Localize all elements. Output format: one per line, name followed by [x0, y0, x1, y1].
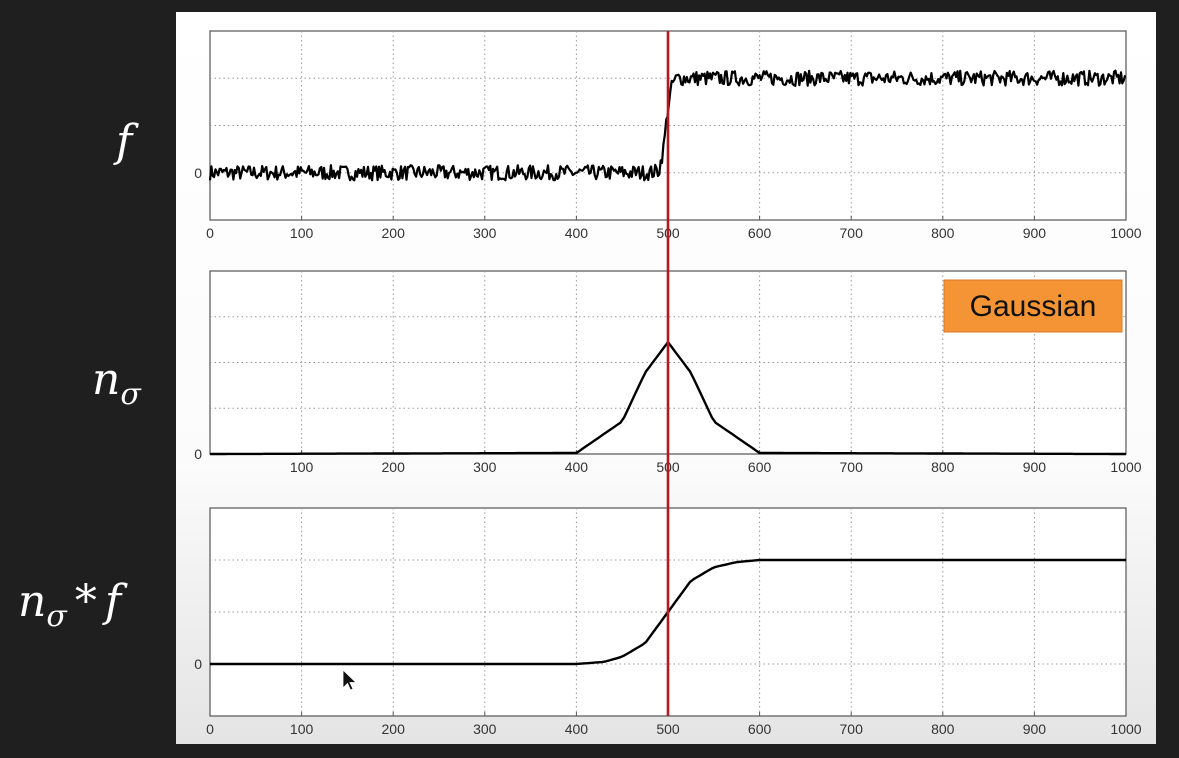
x-tick-label: 900 — [1023, 721, 1047, 737]
figure-svg: 0100200300400500600700800900100001002003… — [176, 12, 1156, 744]
x-tick-label: 400 — [565, 721, 589, 737]
figure-panel: 0100200300400500600700800900100001002003… — [176, 12, 1156, 744]
x-tick-label: 200 — [382, 225, 406, 241]
signal-label: f — [116, 116, 133, 167]
x-tick-label: 100 — [290, 459, 314, 475]
x-tick-label: 600 — [748, 459, 772, 475]
kernel-label: nσ — [92, 354, 141, 412]
y-tick-label: 0 — [194, 656, 202, 672]
x-tick-label: 800 — [931, 225, 955, 241]
x-tick-label: 400 — [565, 459, 589, 475]
x-tick-label: 400 — [565, 225, 589, 241]
x-tick-label: 900 — [1023, 225, 1047, 241]
x-tick-label: 500 — [656, 721, 680, 737]
convolution-label: nσ * f — [18, 576, 122, 634]
x-tick-label: 300 — [473, 721, 497, 737]
x-tick-label: 900 — [1023, 459, 1047, 475]
x-tick-label: 0 — [206, 721, 214, 737]
y-tick-label: 0 — [194, 165, 202, 181]
x-tick-label: 200 — [382, 721, 406, 737]
y-tick-label: 0 — [194, 446, 202, 462]
x-tick-label: 600 — [748, 721, 772, 737]
gaussian-badge — [943, 279, 1123, 333]
x-tick-label: 200 — [382, 459, 406, 475]
gaussian-badge-label: Gaussian — [970, 290, 1097, 323]
x-tick-label: 800 — [931, 459, 955, 475]
x-tick-label: 100 — [290, 721, 314, 737]
x-tick-label: 300 — [473, 459, 497, 475]
x-tick-label: 700 — [840, 459, 864, 475]
x-tick-label: 1000 — [1110, 721, 1141, 737]
x-tick-label: 700 — [840, 225, 864, 241]
x-tick-label: 600 — [748, 225, 772, 241]
x-tick-label: 300 — [473, 225, 497, 241]
x-tick-label: 700 — [840, 721, 864, 737]
x-tick-label: 100 — [290, 225, 314, 241]
x-tick-label: 800 — [931, 721, 955, 737]
mouse-pointer-icon — [342, 669, 357, 691]
x-tick-label: 1000 — [1110, 225, 1141, 241]
x-tick-label: 0 — [206, 225, 214, 241]
x-tick-label: 1000 — [1110, 459, 1141, 475]
